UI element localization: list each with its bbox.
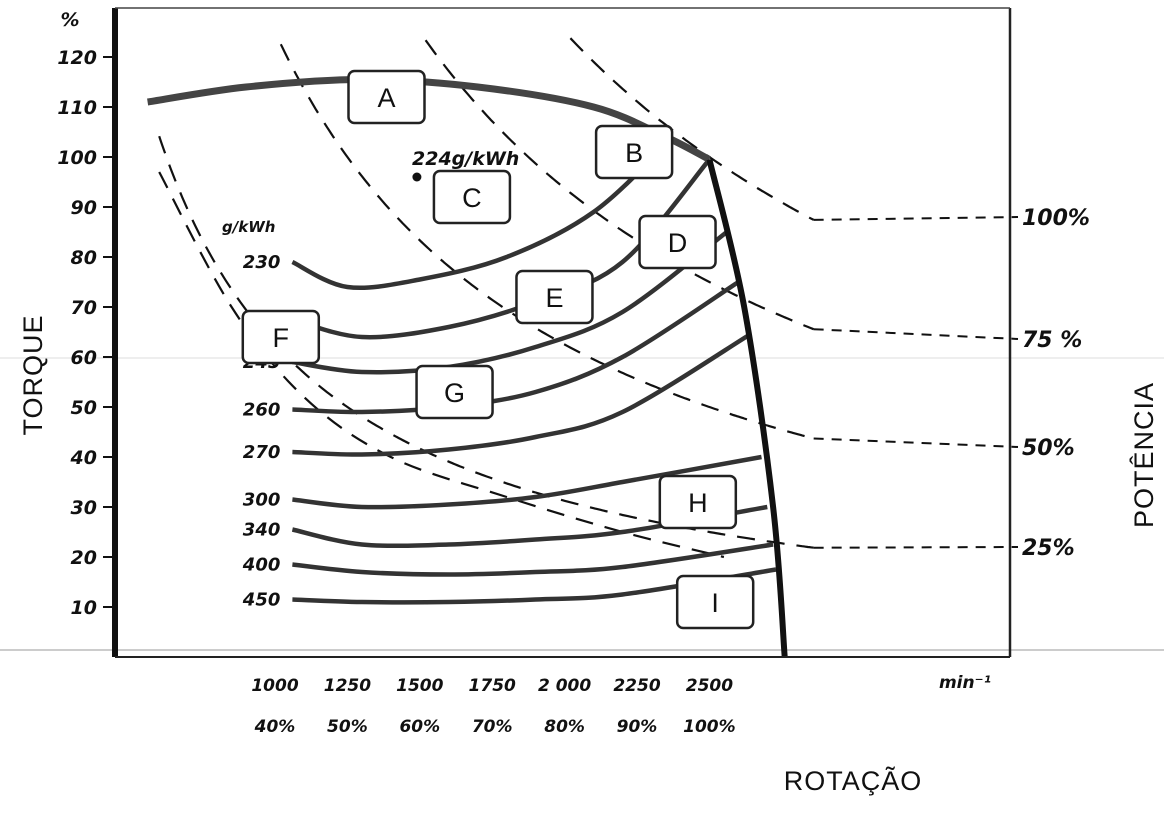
power-lines: 100% 75 % 50% 25% [158, 37, 1090, 561]
region-box-B [594, 124, 674, 180]
y-tick-label: 10 [71, 597, 97, 619]
bsfc-isoline-270 [292, 332, 752, 457]
region-box-E [515, 269, 594, 325]
power-line-100 [569, 37, 815, 221]
power-line-label: 100% [1022, 206, 1090, 231]
power-line-25 [158, 135, 814, 549]
x-tick-rpm-label: 1500 [396, 676, 443, 696]
region-label: A [377, 83, 395, 113]
y-tick-label: 30 [71, 497, 97, 519]
bsfc-isoline-400 [292, 542, 774, 577]
bsfc-isoline-label: 340 [243, 520, 281, 541]
region-box-G [415, 364, 494, 420]
y-tick-label: 70 [71, 297, 97, 319]
x-tick-pct-label: 60% [399, 717, 440, 737]
power-line-label: 50% [1022, 436, 1075, 461]
bsfc-isoline-450 [292, 567, 777, 605]
bsfc-isoline-label: 260 [243, 400, 281, 421]
x-tick-rpm-label: 2500 [686, 676, 733, 696]
axes [112, 7, 1012, 658]
power-line-label: 75 % [1022, 328, 1082, 353]
bsfc-isoline-260 [292, 280, 740, 415]
bsfc-isoline-label: 300 [243, 490, 281, 511]
power-line-75 [424, 39, 815, 331]
bsfc-isoline-label: 230 [243, 252, 281, 273]
power-line-label: 25% [1022, 536, 1075, 561]
region-label: C [462, 183, 482, 213]
x-tick-pct-label: 90% [617, 717, 658, 737]
region-box-I [675, 574, 755, 630]
x-tick-labels: 1000 40% 1250 50% 1500 60% 1750 70% 2 000 80% 2250… [251, 676, 735, 737]
region-label: G [444, 378, 465, 408]
power-line-leader [813, 328, 1019, 340]
x-tick-pct-label: 50% [327, 717, 368, 737]
y-tick-label: 40 [70, 447, 97, 469]
x-tick-rpm-label: 1000 [251, 676, 298, 696]
y-tick-label: 90 [71, 197, 97, 219]
power-line-leader [813, 216, 1019, 221]
bsfc-isoline-label: 450 [242, 590, 281, 611]
min-bsfc-label: 224g/kWh [412, 148, 519, 170]
x-tick-rpm-label: 2 000 [538, 676, 591, 696]
x-tick-pct-label: 70% [472, 717, 513, 737]
y2-axis-title: POTÊNCIA [1128, 382, 1159, 528]
x-tick-pct-label: 80% [544, 717, 585, 737]
region-label: F [273, 323, 290, 353]
power-line-lowspeed [158, 171, 725, 559]
y-tick-label: 110 [57, 97, 97, 119]
bsfc-isoline-245 [292, 230, 729, 375]
region-box-H [658, 474, 738, 530]
y-tick-label: 120 [57, 47, 97, 69]
region-box-D [638, 214, 717, 270]
region-label: I [711, 588, 719, 618]
region-label: H [688, 488, 708, 518]
y-tick-label: 20 [71, 547, 97, 569]
x-tick-rpm-label: 2250 [613, 676, 660, 696]
x-axis-title: ROTAÇÃO [784, 765, 923, 796]
region-box-C [432, 169, 512, 225]
y-axis-title: TORQUE [18, 314, 48, 435]
x-unit-label: min⁻¹ [939, 673, 991, 693]
y-unit-label: % [60, 9, 79, 31]
y-tick-label: 80 [71, 247, 97, 269]
x-tick-pct-label: 100% [683, 717, 736, 737]
region-label: E [545, 283, 563, 313]
governor-droop-curve [706, 158, 788, 658]
x-tick-rpm-label: 1250 [324, 676, 371, 696]
bsfc-isoline-label: 400 [242, 555, 281, 576]
x-tick-rpm-label: 1750 [469, 676, 516, 696]
power-line-leader [813, 546, 1019, 549]
power-line-50 [279, 43, 815, 440]
bsfc-isoline-300 [292, 454, 762, 510]
power-line-leader [813, 437, 1019, 448]
x-tick-pct-label: 40% [254, 717, 296, 737]
region-box-F [241, 309, 321, 365]
region-boxes: A B C D E F G H I [241, 69, 755, 630]
region-box-A [347, 69, 426, 125]
y-tick-label: 50 [71, 397, 97, 419]
y-tick-label: 60 [71, 347, 97, 369]
region-label: D [668, 228, 688, 258]
min-bsfc-point [412, 172, 422, 182]
y-tick-labels: 10 20 30 40 50 60 70 80 90 100 110 120 [57, 47, 115, 619]
bsfc-isoline-230 [291, 142, 668, 291]
region-label: B [625, 138, 643, 168]
bsfc-unit-label: g/kWh [222, 218, 275, 236]
bsfc-isoline-label: 270 [243, 442, 281, 463]
y-tick-label: 100 [57, 147, 97, 169]
